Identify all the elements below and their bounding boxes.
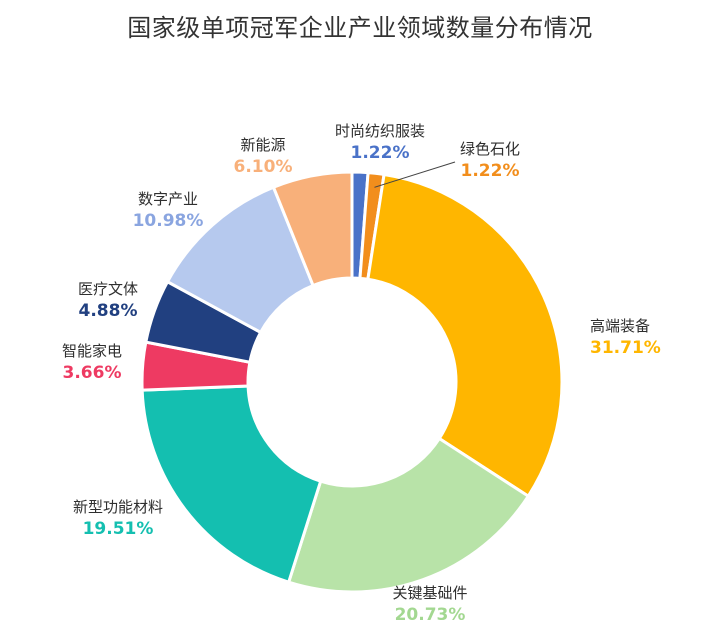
slice-3-category-label: 关键基础件 [392, 584, 467, 602]
slice-layer [140, 170, 564, 594]
slice-3-value-label: 20.73% [395, 605, 466, 625]
slice-7-category-label: 数字产业 [138, 190, 198, 208]
slice-1-category-label: 绿色石化 [460, 140, 520, 158]
slice-6-value-label: 4.88% [79, 301, 138, 321]
green-petrochemical-leader-line [374, 161, 456, 188]
slice-4-category-label: 新型功能材料 [73, 498, 163, 516]
chart-title: 国家级单项冠军企业产业领域数量分布情况 [127, 14, 593, 42]
slice-3 [286, 436, 531, 594]
slice-7-value-label: 10.98% [133, 211, 204, 231]
slice-0-value-label: 1.22% [351, 143, 410, 163]
slice-2 [366, 172, 564, 499]
slice-6-category-label: 医疗文体 [78, 280, 138, 298]
slice-8 [271, 170, 354, 288]
slice-8-category-label: 新能源 [240, 136, 285, 154]
slice-0-category-label: 时尚纺织服装 [335, 122, 425, 140]
slice-2-category-label: 高端装备 [590, 317, 650, 335]
slice-1-value-label: 1.22% [461, 161, 520, 181]
slice-4 [140, 384, 323, 585]
slice-5-value-label: 3.66% [63, 363, 122, 383]
slice-5-category-label: 智能家电 [62, 342, 122, 360]
slice-8-value-label: 6.10% [234, 157, 293, 177]
slice-4-value-label: 19.51% [83, 519, 154, 539]
slice-2-value-label: 31.71% [590, 338, 661, 358]
label-layer: 时尚纺织服装 1.22% 绿色石化 1.22% 高端装备 31.71% 关键基础件 20.73… [62, 122, 661, 625]
